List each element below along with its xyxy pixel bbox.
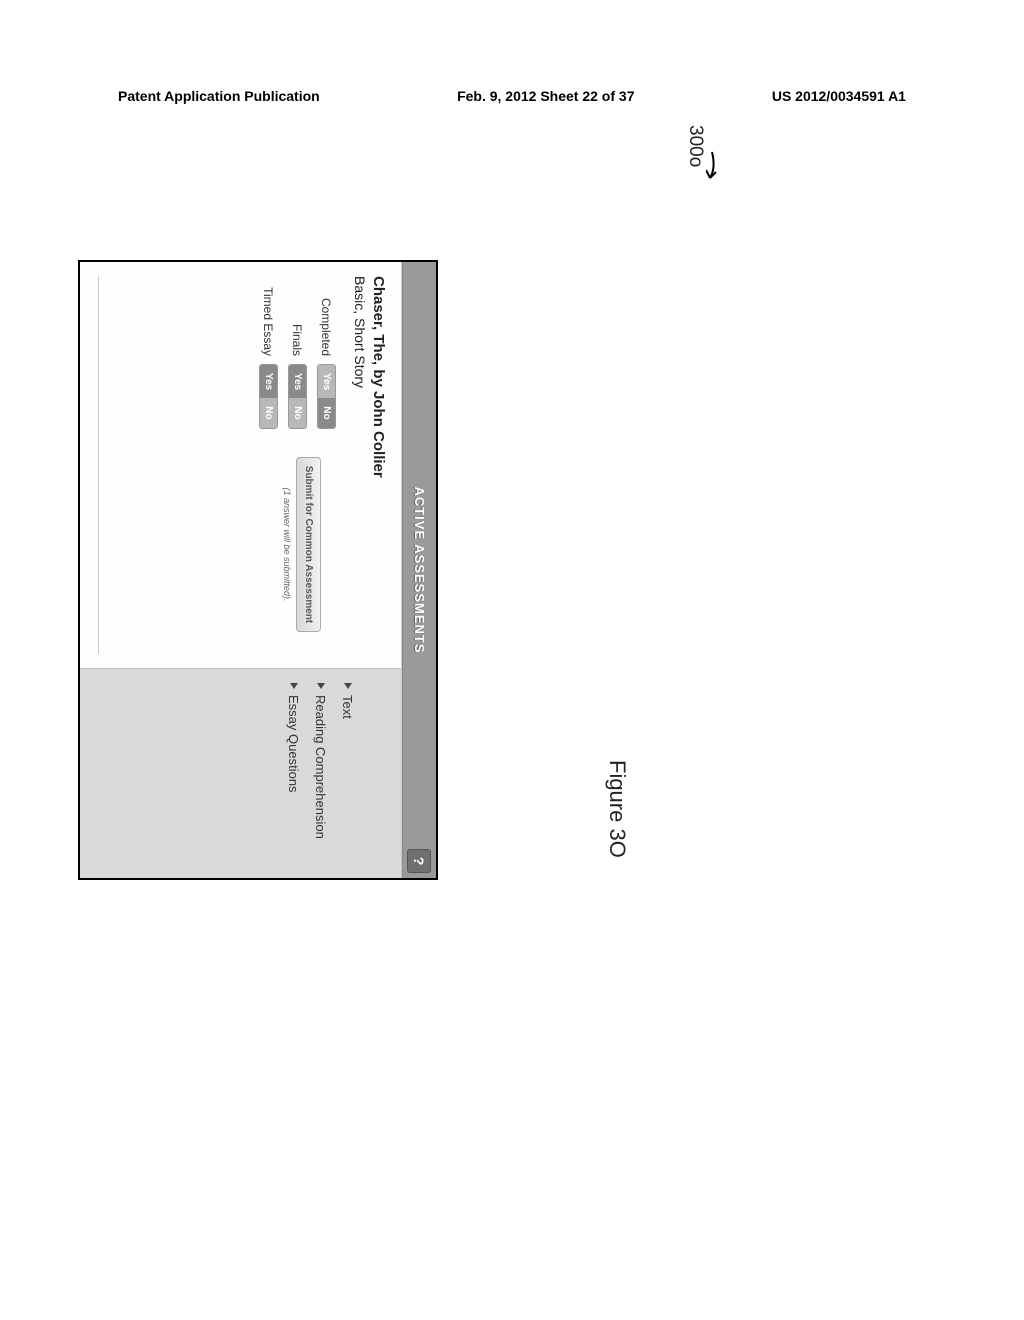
toggle-finals[interactable]: Yes No [288, 364, 307, 429]
footer-divider [98, 276, 99, 654]
option-row-timed-essay: Timed Essay Yes No [259, 276, 278, 654]
nav-label: Text [340, 695, 355, 719]
assessment-panel: ACTIVE ASSESSMENTS ? Chaser, The, by Joh… [78, 260, 438, 880]
nav-item-text[interactable]: Text [334, 681, 361, 866]
toggle-timed-essay[interactable]: Yes No [259, 364, 278, 429]
panel-title: ACTIVE ASSESSMENTS [412, 486, 427, 653]
submit-note: (1 answer will be submitted). [282, 457, 292, 632]
caret-icon [344, 683, 352, 689]
toggle-no[interactable]: No [318, 398, 335, 427]
figure-caption: Figure 3O [604, 760, 630, 858]
submit-button[interactable]: Submit for Common Assessment [296, 457, 321, 632]
left-pane: Chaser, The, by John Collier Basic, Shor… [80, 262, 401, 668]
nav-label: Essay Questions [286, 695, 301, 793]
nav-label: Reading Comprehension [313, 695, 328, 839]
assessment-title: Chaser, The, by John Collier [370, 276, 387, 654]
toggle-completed[interactable]: Yes No [317, 364, 336, 429]
panel-frame: ACTIVE ASSESSMENTS ? Chaser, The, by Joh… [78, 260, 438, 880]
figure-area: 300o ACTIVE ASSESSMENTS ? Chaser, The, b… [118, 130, 908, 1130]
right-nav: Text Reading Comprehension Essay Questio… [80, 668, 401, 878]
assessment-subtitle: Basic, Short Story [352, 276, 368, 654]
nav-item-essay[interactable]: Essay Questions [280, 681, 307, 866]
caret-icon [290, 683, 298, 689]
option-label: Finals [291, 276, 305, 364]
toggle-no[interactable]: No [260, 398, 277, 427]
header-center: Feb. 9, 2012 Sheet 22 of 37 [457, 88, 634, 104]
header-right: US 2012/0034591 A1 [772, 88, 906, 104]
caret-icon [317, 683, 325, 689]
toggle-yes[interactable]: Yes [260, 365, 277, 398]
toggle-yes[interactable]: Yes [289, 365, 306, 398]
toggle-no[interactable]: No [289, 398, 306, 427]
option-label: Completed [320, 276, 334, 364]
submit-box: Submit for Common Assessment (1 answer w… [282, 457, 321, 632]
page-header: Patent Application Publication Feb. 9, 2… [118, 88, 906, 104]
panel-body: Chaser, The, by John Collier Basic, Shor… [80, 262, 402, 878]
reference-arrow [706, 148, 736, 182]
help-button[interactable]: ? [407, 849, 431, 873]
option-label: Timed Essay [262, 276, 276, 364]
title-bar: ACTIVE ASSESSMENTS ? [402, 262, 436, 878]
nav-item-reading[interactable]: Reading Comprehension [307, 681, 334, 866]
toggle-yes[interactable]: Yes [318, 365, 335, 398]
reference-label: 300o [684, 125, 706, 167]
header-left: Patent Application Publication [118, 88, 320, 104]
